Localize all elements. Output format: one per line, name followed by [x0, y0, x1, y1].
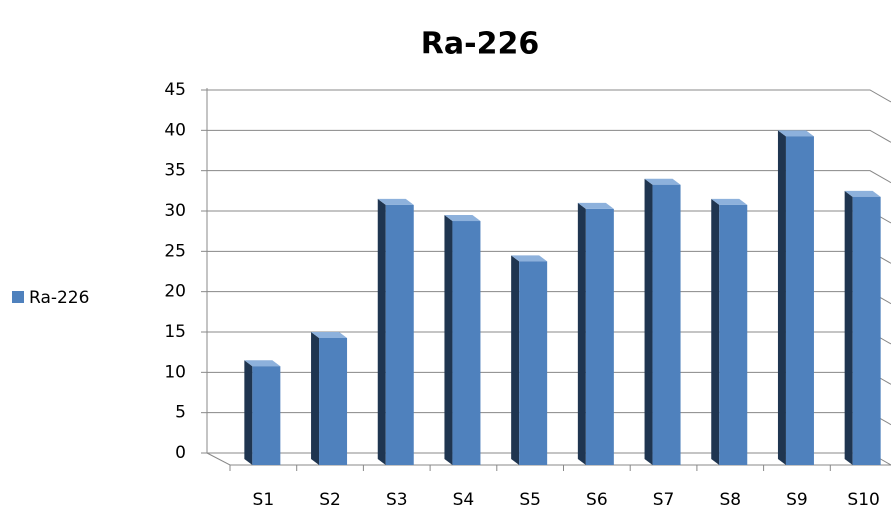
x-tick-label: S3 [386, 490, 408, 510]
grid-line [207, 129, 891, 143]
bar-top [844, 190, 881, 197]
bar-top [511, 255, 548, 262]
y-tick-label: 30 [164, 201, 186, 221]
bar-top [777, 130, 814, 137]
bar-side [244, 360, 253, 465]
legend-swatch [12, 291, 24, 303]
bar [252, 366, 281, 465]
bar-top [244, 360, 281, 367]
bar-side [711, 198, 720, 465]
bar [519, 261, 548, 465]
bar [852, 196, 881, 466]
y-tick-label: 10 [164, 362, 186, 382]
bar-top [311, 332, 348, 338]
x-tick-label: S4 [453, 490, 475, 510]
x-tick-label: S8 [719, 490, 741, 510]
bar-top [377, 198, 414, 205]
y-tick-label: 20 [164, 282, 186, 302]
bar [319, 338, 348, 465]
bar-side [777, 130, 786, 466]
y-tick-label: 5 [175, 403, 186, 423]
x-tick-label: S7 [653, 490, 675, 510]
y-tick-label: 35 [164, 161, 186, 181]
x-tick-label: S5 [519, 490, 541, 510]
y-tick-label: 45 [164, 80, 186, 100]
grid-line [207, 89, 891, 103]
bar-side [377, 198, 386, 465]
y-tick-label: 25 [164, 241, 186, 261]
bar-side [844, 190, 853, 466]
y-tick-label: 15 [164, 322, 186, 342]
x-tick-label: S1 [253, 490, 275, 510]
bar-side [644, 178, 653, 465]
x-tick-label: S2 [319, 490, 341, 510]
bar-side [511, 255, 520, 465]
bar [785, 136, 814, 466]
bar-top [711, 198, 748, 205]
chart-title: Ra-226 [421, 27, 539, 62]
bar [452, 221, 481, 465]
y-tick-label: 40 [164, 120, 186, 140]
legend-label: Ra-226 [29, 288, 89, 308]
bar-top [644, 178, 681, 185]
bar-side [577, 202, 586, 465]
bar-side [444, 215, 453, 465]
bar [719, 204, 748, 465]
y-tick-label: 0 [175, 443, 186, 463]
bar-side [311, 332, 320, 465]
bar-top [577, 202, 614, 209]
bar [585, 208, 614, 465]
bar-top [444, 215, 481, 222]
bar [385, 204, 414, 465]
bar [652, 184, 681, 465]
x-tick-label: S10 [847, 490, 879, 510]
x-tick-label: S6 [586, 490, 608, 510]
grid-line [207, 170, 891, 184]
x-tick-label: S9 [786, 490, 808, 510]
